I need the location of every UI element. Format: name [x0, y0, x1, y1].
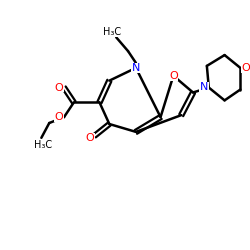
Text: O: O	[242, 63, 250, 73]
FancyBboxPatch shape	[54, 112, 64, 122]
FancyBboxPatch shape	[102, 28, 123, 37]
FancyBboxPatch shape	[241, 63, 250, 73]
Text: N: N	[132, 63, 140, 73]
Text: H₃C: H₃C	[103, 28, 121, 38]
FancyBboxPatch shape	[131, 63, 141, 73]
FancyBboxPatch shape	[199, 82, 209, 92]
FancyBboxPatch shape	[168, 71, 178, 81]
Text: O: O	[55, 82, 64, 92]
FancyBboxPatch shape	[32, 140, 54, 149]
Text: O: O	[169, 71, 178, 81]
Text: H₃C: H₃C	[34, 140, 52, 150]
FancyBboxPatch shape	[54, 83, 64, 92]
Text: O: O	[55, 112, 64, 122]
Text: O: O	[85, 133, 94, 143]
Text: N: N	[200, 82, 208, 92]
FancyBboxPatch shape	[85, 133, 94, 143]
